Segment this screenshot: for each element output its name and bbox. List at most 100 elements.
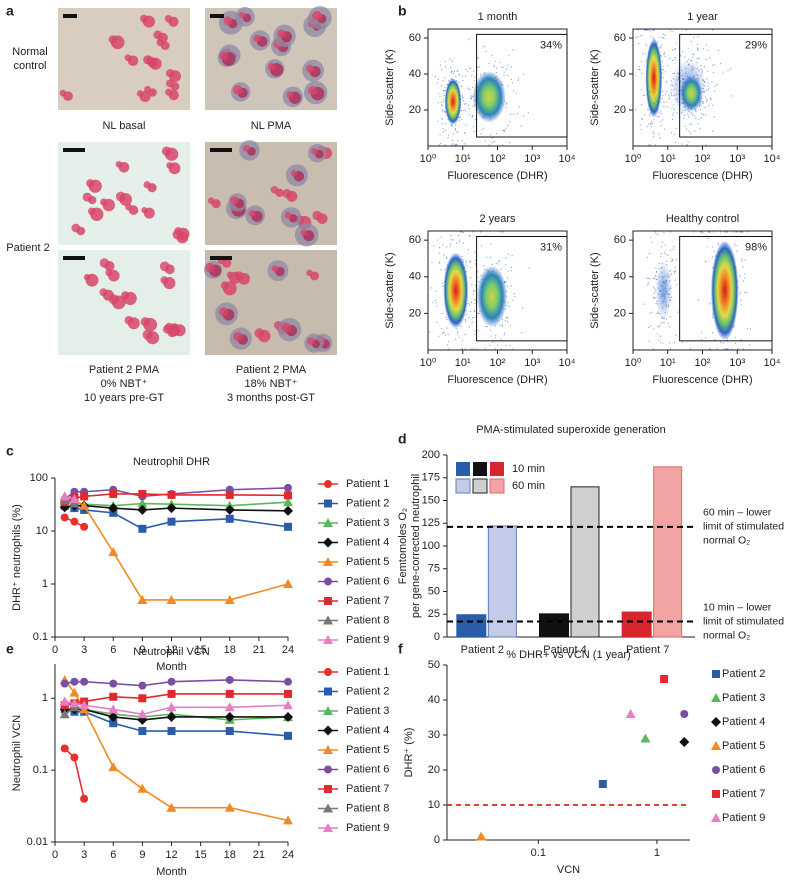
- marker: [137, 594, 148, 604]
- legend-marker: [323, 803, 333, 813]
- event-dot: [661, 113, 663, 115]
- event-dot: [458, 119, 460, 122]
- legend-label: Patient 5: [346, 744, 389, 756]
- event-dot: [713, 250, 715, 252]
- event-dot: [436, 82, 438, 84]
- event-dot: [438, 335, 440, 337]
- event-dot: [746, 327, 749, 330]
- marker: [284, 689, 292, 698]
- caption: Patient 2 PMA: [89, 364, 160, 376]
- event-dot: [499, 61, 501, 63]
- event-dot: [437, 78, 439, 80]
- cell-nucleus: [71, 223, 81, 233]
- event-dot: [460, 325, 462, 327]
- event-dot: [444, 60, 446, 63]
- event-dot: [655, 267, 657, 269]
- event-dot: [507, 74, 509, 76]
- row-label: Normal: [12, 46, 47, 58]
- event-dot: [659, 47, 661, 49]
- bar: [621, 611, 652, 637]
- event-dot: [462, 242, 465, 244]
- x-axis-label: Fluorescence (DHR): [652, 170, 752, 182]
- event-dot: [702, 113, 705, 116]
- event-dot: [504, 320, 506, 322]
- event-dot: [472, 125, 475, 127]
- series-line: [64, 504, 289, 530]
- x-tick-label: 10¹: [455, 357, 471, 369]
- y-tick-label: 40: [614, 271, 626, 283]
- event-dot: [669, 231, 672, 233]
- event-dot: [651, 311, 653, 313]
- event-dot: [449, 243, 451, 245]
- cell-nucleus: [124, 315, 134, 325]
- event-dot: [659, 111, 661, 113]
- event-dot: [712, 332, 714, 334]
- event-dot: [450, 66, 452, 69]
- event-dot: [735, 244, 737, 247]
- event-dot: [468, 326, 470, 329]
- bar: [539, 613, 569, 637]
- event-dot: [435, 290, 437, 293]
- event-dot: [505, 317, 507, 319]
- y-tick-label: 20: [428, 764, 440, 776]
- event-dot: [494, 337, 497, 339]
- event-dot: [643, 94, 646, 96]
- cell-nucleus: [311, 148, 318, 155]
- event-dot: [685, 67, 687, 69]
- marker: [108, 503, 119, 514]
- event-dot: [443, 101, 445, 103]
- cell-nucleus: [290, 170, 298, 177]
- density-cloud: [680, 75, 703, 111]
- event-dot: [740, 339, 742, 341]
- event-dot: [697, 49, 699, 51]
- event-dot: [430, 287, 432, 289]
- event-dot: [460, 85, 462, 87]
- event-dot: [712, 256, 714, 258]
- event-dot: [662, 37, 664, 39]
- event-dot: [674, 142, 677, 144]
- legend-swatch: [472, 478, 488, 494]
- marker: [284, 731, 292, 740]
- event-dot: [641, 117, 643, 119]
- event-dot: [491, 141, 493, 144]
- event-dot: [445, 246, 448, 248]
- event-dot: [646, 277, 648, 279]
- cell-nucleus: [99, 288, 108, 297]
- event-dot: [495, 71, 497, 74]
- event-dot: [471, 95, 473, 97]
- event-dot: [486, 326, 488, 328]
- event-dot: [744, 259, 746, 261]
- legend-marker: [324, 687, 332, 696]
- y-tick-label: 60: [409, 32, 421, 44]
- cell-nucleus: [166, 162, 173, 169]
- event-dot: [707, 82, 709, 84]
- event-dot: [687, 48, 689, 50]
- event-dot: [746, 231, 748, 233]
- event-dot: [431, 261, 433, 263]
- cell-nucleus: [230, 196, 239, 205]
- event-dot: [671, 257, 673, 260]
- event-dot: [665, 71, 667, 73]
- density-cloud: [645, 38, 663, 118]
- event-dot: [471, 321, 473, 324]
- event-dot: [480, 231, 482, 233]
- event-dot: [438, 93, 440, 95]
- event-dot: [642, 34, 644, 37]
- event-dot: [661, 90, 664, 92]
- event-dot: [658, 37, 660, 39]
- event-dot: [717, 50, 719, 52]
- x-tick-label: 10⁴: [764, 357, 781, 369]
- event-dot: [650, 30, 652, 32]
- event-dot: [491, 137, 493, 139]
- event-dot: [660, 322, 662, 324]
- event-dot: [653, 102, 655, 104]
- event-dot: [494, 348, 496, 350]
- x-tick-label: 0: [52, 644, 58, 656]
- y-tick-label: 1: [42, 692, 48, 704]
- event-dot: [474, 300, 476, 302]
- event-dot: [495, 262, 497, 264]
- panel-label: e: [6, 641, 14, 657]
- event-dot: [707, 70, 709, 73]
- y-axis-label: DHR⁺ (%): [403, 728, 415, 778]
- event-dot: [674, 56, 676, 59]
